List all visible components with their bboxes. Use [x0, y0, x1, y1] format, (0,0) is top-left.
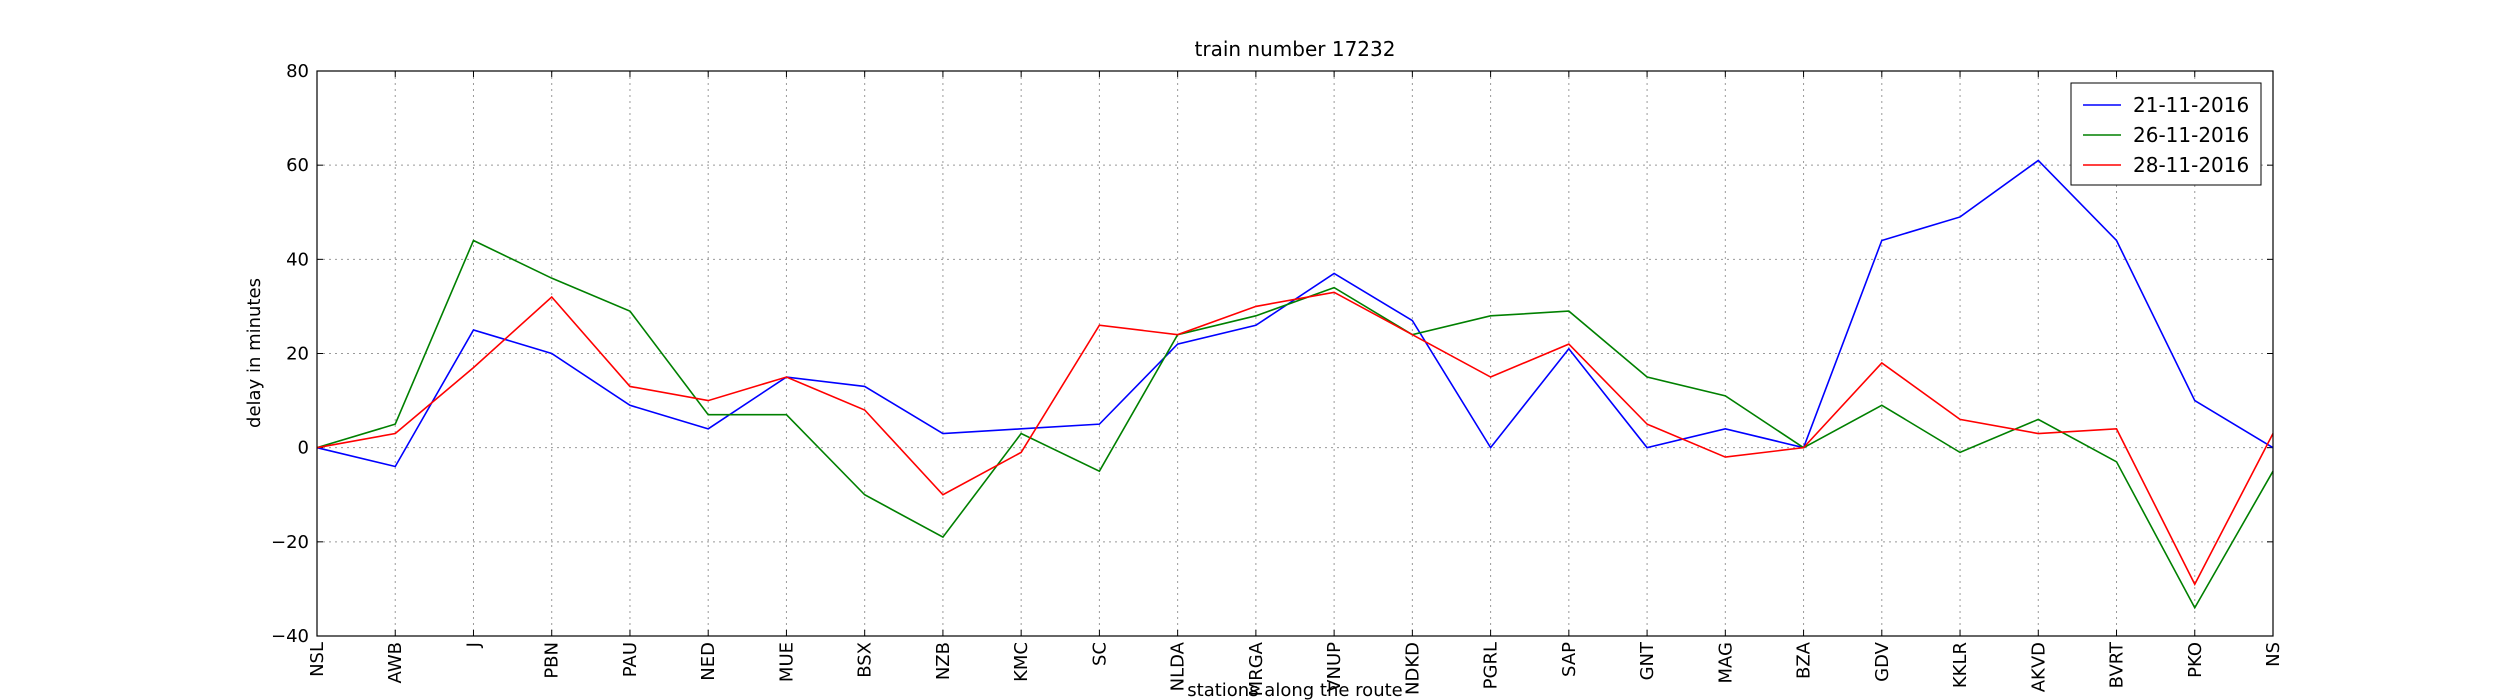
- x-tick-label: MUE: [776, 642, 797, 682]
- x-tick-label: NZB: [933, 642, 954, 680]
- x-tick-label: BSX: [855, 642, 876, 678]
- x-tick-label: BZA: [1794, 641, 1815, 679]
- x-tick-label: SAP: [1559, 642, 1580, 677]
- x-tick-label: NLDA: [1168, 641, 1189, 691]
- x-axis-label: stations along the route: [1187, 680, 1402, 700]
- x-tick-label: NS: [2263, 642, 2284, 667]
- x-tick-label: VNUP: [1324, 642, 1345, 692]
- legend-label: 21-11-2016: [2133, 93, 2249, 117]
- y-tick-label: −20: [271, 532, 309, 553]
- x-tick-label: NSL: [307, 642, 328, 677]
- x-tick-label: J: [463, 642, 484, 648]
- x-tick-label: KMC: [1011, 642, 1032, 682]
- chart-title: train number 17232: [1195, 37, 1396, 61]
- x-tick-label: KKLR: [1950, 642, 1971, 688]
- x-tick-label: MAG: [1715, 642, 1736, 683]
- legend-label: 28-11-2016: [2133, 153, 2249, 177]
- y-tick-label: 0: [298, 438, 309, 459]
- x-tick-label: SC: [1089, 642, 1110, 666]
- plot-frame: [316, 70, 2274, 637]
- y-tick-label: 40: [286, 249, 309, 270]
- legend-box: [2070, 82, 2262, 186]
- x-tick-label: AKVD: [2028, 642, 2049, 692]
- y-axis-label: delay in minutes: [244, 278, 265, 428]
- line-series: [316, 239, 2274, 610]
- x-tick-label: GNT: [1637, 641, 1658, 680]
- legend: 21-11-2016 26-11-2016 28-11-2016: [2070, 82, 2262, 186]
- line-series: [316, 291, 2274, 586]
- y-tick-label: 80: [286, 61, 309, 82]
- x-tick-label: GDV: [1872, 641, 1893, 681]
- x-tick-label: PGRL: [1481, 642, 1502, 689]
- x-tick-label: MRGA: [1246, 641, 1267, 696]
- line-series: [316, 159, 2274, 468]
- x-tick-label: NED: [698, 642, 719, 681]
- x-tick-label: NDKD: [1402, 642, 1423, 695]
- legend-label: 26-11-2016: [2133, 123, 2249, 147]
- x-tick-label: PKO: [2185, 642, 2206, 678]
- y-tick-label: 60: [286, 155, 309, 176]
- x-tick-label: PAU: [620, 642, 641, 677]
- x-tick-label: PBN: [542, 642, 563, 679]
- x-tick-label: BVRT: [2107, 641, 2128, 688]
- y-tick-label: −40: [271, 626, 309, 647]
- x-tick-label: AWB: [385, 642, 406, 683]
- y-tick-label: 20: [286, 344, 309, 365]
